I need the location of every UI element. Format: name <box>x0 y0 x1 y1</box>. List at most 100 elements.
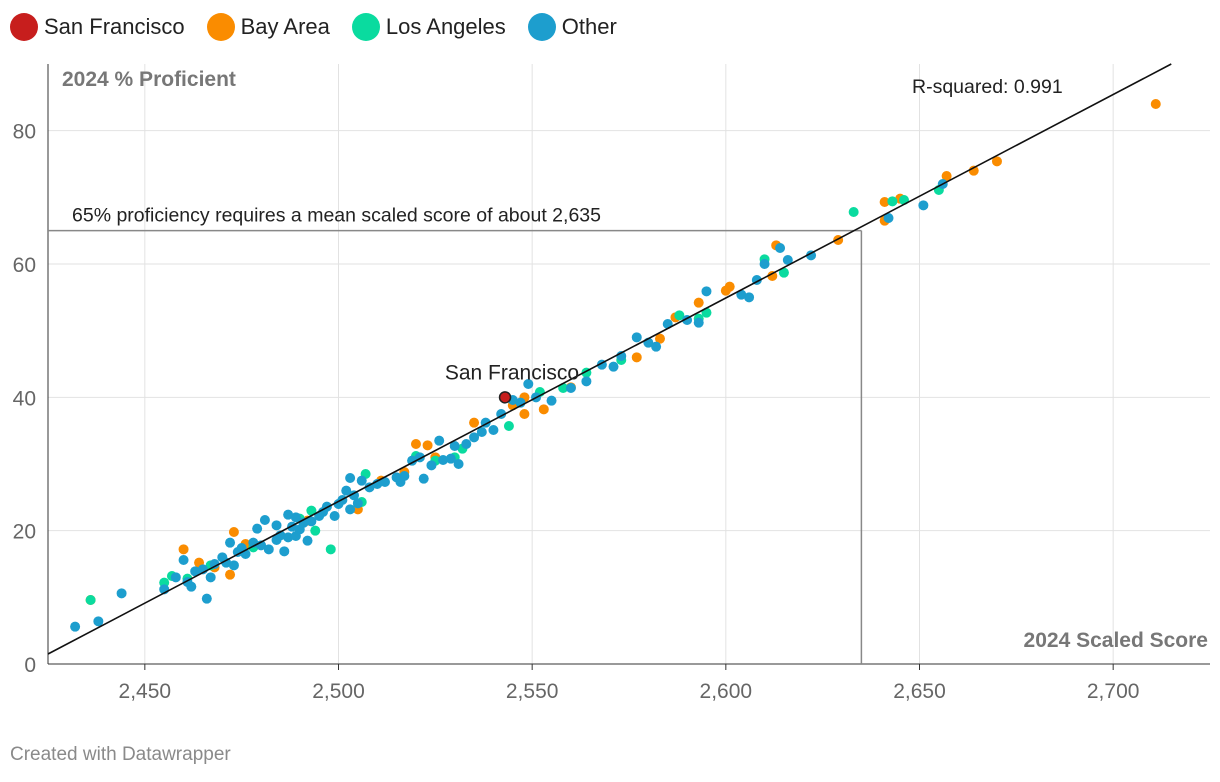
point-los-angeles <box>778 267 789 278</box>
point-other <box>190 566 201 577</box>
point-other <box>651 341 662 352</box>
point-other <box>186 581 197 592</box>
point-other <box>469 432 480 443</box>
point-other <box>352 498 363 509</box>
x-tick-label: 2,550 <box>506 680 559 703</box>
point-bay-area <box>968 165 979 176</box>
point-los-angeles <box>306 505 317 516</box>
point-other <box>736 289 747 300</box>
point-los-angeles <box>887 196 898 207</box>
point-other <box>70 621 81 632</box>
x-tick-label: 2,450 <box>119 680 172 703</box>
point-other <box>399 471 410 481</box>
point-other <box>426 460 437 471</box>
legend: San Francisco Bay Area Los Angeles Other <box>10 10 639 44</box>
point-other <box>434 435 445 446</box>
point-other <box>806 250 817 261</box>
point-san-francisco <box>498 391 512 404</box>
point-other <box>418 473 429 484</box>
point-los-angeles <box>325 544 336 555</box>
point-los-angeles <box>310 525 321 536</box>
legend-dot-other <box>527 13 556 41</box>
point-bay-area <box>991 156 1002 167</box>
y-tick-label: 60 <box>13 254 36 277</box>
r-squared-label: R-squared: 0.991 <box>912 76 1063 98</box>
point-other <box>252 523 263 534</box>
point-other <box>449 441 460 451</box>
point-other <box>546 395 557 406</box>
point-bay-area <box>1150 99 1161 109</box>
point-bay-area <box>228 527 239 537</box>
point-other <box>271 520 282 531</box>
x-axis-title: 2024 Scaled Score <box>1024 629 1208 652</box>
legend-label: Los Angeles <box>385 14 506 39</box>
point-bay-area <box>178 544 189 555</box>
point-other <box>565 383 576 393</box>
point-bay-area <box>631 352 642 363</box>
point-bay-area <box>225 569 236 580</box>
x-tick-label: 2,650 <box>893 680 946 703</box>
y-tick-label: 0 <box>24 654 36 677</box>
point-other <box>329 511 340 521</box>
point-other <box>608 361 619 372</box>
legend-dot-los-angeles <box>351 13 380 41</box>
point-los-angeles <box>674 310 685 321</box>
point-los-angeles <box>85 595 96 605</box>
point-los-angeles <box>848 207 859 217</box>
point-other <box>259 515 270 525</box>
legend-item-san-francisco: San Francisco <box>10 13 185 41</box>
point-other <box>225 537 236 548</box>
point-other <box>356 475 367 486</box>
point-other <box>170 572 181 583</box>
point-bay-area <box>519 409 530 419</box>
point-other <box>302 535 313 546</box>
point-bay-area <box>410 439 421 449</box>
point-other <box>205 572 216 583</box>
y-tick-label: 40 <box>13 387 36 410</box>
y-tick-label: 80 <box>13 121 36 144</box>
point-other <box>407 455 418 466</box>
point-other <box>701 286 712 297</box>
point-other <box>345 473 356 483</box>
point-other <box>283 509 294 520</box>
threshold-annotation: 65% proficiency requires a mean scaled s… <box>72 205 601 227</box>
point-other <box>364 482 375 493</box>
point-other <box>209 559 220 569</box>
point-other <box>341 485 352 496</box>
point-other <box>744 292 755 303</box>
legend-item-los-angeles: Los Angeles <box>351 13 506 41</box>
point-other <box>759 259 770 269</box>
point-other <box>345 504 356 515</box>
point-bay-area <box>538 404 549 415</box>
point-other <box>461 439 472 449</box>
point-bay-area <box>941 171 952 181</box>
point-other <box>263 544 274 555</box>
y-axis-title: 2024 % Proficient <box>62 68 236 91</box>
point-bay-area <box>654 333 665 344</box>
legend-dot-bay-area <box>206 13 235 41</box>
point-other <box>453 459 464 469</box>
point-other <box>178 555 189 565</box>
point-other <box>283 532 294 543</box>
point-other <box>201 593 212 604</box>
point-other <box>438 455 449 465</box>
point-bay-area <box>724 281 735 292</box>
point-other <box>221 557 232 568</box>
x-tick-label: 2,500 <box>312 680 365 703</box>
point-other <box>116 588 127 599</box>
legend-dot-san-francisco <box>10 13 38 41</box>
point-other <box>488 425 499 435</box>
point-los-angeles <box>503 421 514 431</box>
point-other <box>445 453 456 464</box>
point-bay-area <box>469 417 480 428</box>
point-other <box>290 512 301 523</box>
point-other <box>93 616 104 627</box>
point-bay-area <box>879 197 890 207</box>
point-other <box>306 516 317 527</box>
point-other <box>476 427 487 437</box>
point-other <box>228 560 239 571</box>
footer-credit: Created with Datawrapper <box>10 744 231 765</box>
point-other <box>693 317 704 328</box>
legend-item-other: Other <box>527 13 617 41</box>
